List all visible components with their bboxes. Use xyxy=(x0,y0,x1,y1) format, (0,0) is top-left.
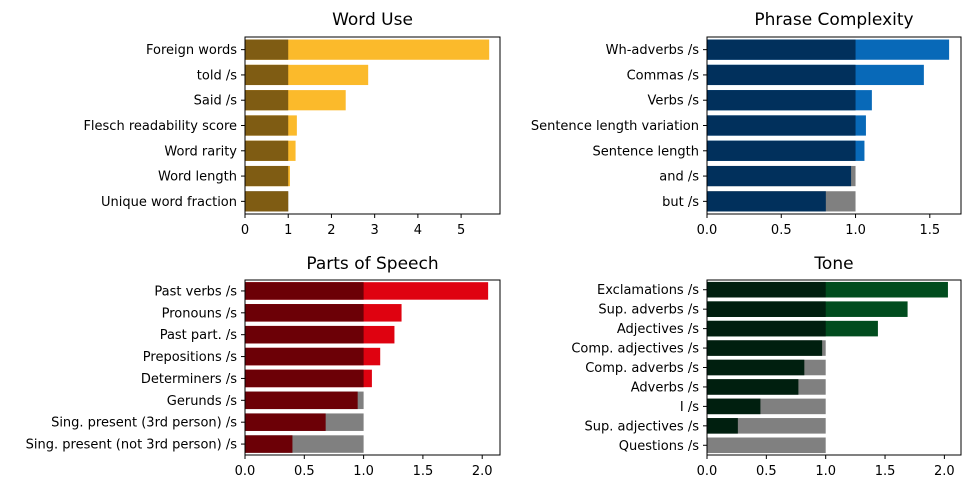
chart-title: Phrase Complexity xyxy=(754,10,913,30)
y-tick-label: I /s xyxy=(680,400,699,415)
bar-baseline xyxy=(707,301,826,317)
x-tick-label: 0 xyxy=(241,223,249,238)
y-tick-label: Gerunds /s xyxy=(167,394,237,409)
plot-frame xyxy=(706,36,962,215)
y-tick-label: told /s xyxy=(197,68,237,83)
y-tick-label: Sing. present (not 3rd person) /s xyxy=(26,438,238,453)
y-tick-label: Word rarity xyxy=(164,144,237,159)
bar-baseline xyxy=(707,90,856,111)
chart-title: Parts of Speech xyxy=(306,254,438,274)
x-tick-label: 4 xyxy=(414,223,422,238)
x-tick-label: 1.5 xyxy=(413,464,434,479)
x-tick-label: 0.5 xyxy=(756,464,777,479)
x-tick-label: 1.5 xyxy=(875,464,896,479)
bar-value xyxy=(245,435,293,453)
y-tick-label: Past part. /s xyxy=(160,328,238,343)
x-tick-label: 2.0 xyxy=(934,464,955,479)
y-tick-label: Past verbs /s xyxy=(154,284,237,299)
x-tick-label: 2 xyxy=(327,223,335,238)
x-tick-label: 0.0 xyxy=(697,223,718,238)
bar-baseline xyxy=(245,90,289,111)
y-tick-label: Adjectives /s xyxy=(617,322,699,337)
bar-value xyxy=(707,398,761,415)
bar-baseline xyxy=(707,320,826,337)
bar-baseline-remainder xyxy=(707,437,826,454)
x-tick-label: 0.5 xyxy=(771,223,792,238)
bar-baseline xyxy=(707,64,856,86)
y-tick-label: Said /s xyxy=(194,94,238,109)
bar-above-baseline xyxy=(245,39,490,60)
plot-frame xyxy=(706,279,962,456)
y-tick-label: Prepositions /s xyxy=(143,350,237,365)
y-tick-label: Adverbs /s xyxy=(631,380,699,395)
y-tick-label: Unique word fraction xyxy=(101,195,237,210)
x-tick-label: 0.5 xyxy=(294,464,315,479)
y-tick-label: Word length xyxy=(158,170,237,185)
x-tick-label: 0.0 xyxy=(235,464,256,479)
bar-value xyxy=(707,359,805,376)
y-tick-label: and /s xyxy=(659,170,699,185)
bar-value xyxy=(707,165,852,187)
x-tick-label: 1.0 xyxy=(845,223,866,238)
x-tick-label: 1 xyxy=(284,223,292,238)
y-tick-label: Sup. adverbs /s xyxy=(598,303,699,318)
bar-value xyxy=(245,191,289,212)
y-tick-label: Flesch readability score xyxy=(83,119,237,134)
x-tick-label: 3 xyxy=(371,223,379,238)
x-tick-label: 1.0 xyxy=(353,464,374,479)
y-tick-label: Foreign words xyxy=(146,43,237,58)
bar-baseline xyxy=(707,281,826,298)
x-tick-label: 2.0 xyxy=(472,464,493,479)
bar-baseline xyxy=(245,282,364,300)
bar-value xyxy=(707,418,738,434)
y-tick-label: Determiners /s xyxy=(141,372,237,387)
plot-frame xyxy=(244,36,501,215)
y-tick-label: Sing. present (3rd person) /s xyxy=(51,416,237,431)
plot-frame xyxy=(244,279,501,456)
y-tick-label: Wh-adverbs /s xyxy=(606,43,700,58)
y-tick-label: Exclamations /s xyxy=(597,283,699,298)
bar-value xyxy=(707,191,826,212)
bar-value xyxy=(707,340,823,356)
bar-value xyxy=(245,391,358,410)
chart-title: Tone xyxy=(813,254,853,274)
x-tick-label: 5 xyxy=(457,223,465,238)
bar-baseline xyxy=(707,39,856,60)
bar-baseline xyxy=(245,369,364,388)
bar-baseline xyxy=(245,165,289,187)
y-tick-label: Commas /s xyxy=(627,68,700,83)
y-tick-label: Pronouns /s xyxy=(162,306,238,321)
x-tick-label: 0.0 xyxy=(697,464,718,479)
x-tick-label: 1.0 xyxy=(815,464,836,479)
bar-value xyxy=(707,379,799,395)
bar-baseline xyxy=(707,140,856,161)
bar-baseline xyxy=(245,115,289,136)
y-tick-label: Comp. adverbs /s xyxy=(585,361,699,376)
bar-baseline xyxy=(707,115,856,136)
y-tick-label: but /s xyxy=(662,195,699,210)
chart-title: Word Use xyxy=(332,10,413,30)
x-tick-label: 1.5 xyxy=(919,223,940,238)
y-tick-label: Comp. adjectives /s xyxy=(571,342,699,357)
y-tick-label: Verbs /s xyxy=(647,94,699,109)
bar-value xyxy=(245,413,326,431)
bar-baseline xyxy=(245,304,364,322)
bar-baseline xyxy=(245,140,289,161)
y-tick-label: Sup. adjectives /s xyxy=(585,419,700,434)
y-tick-label: Questions /s xyxy=(619,439,699,454)
bar-baseline xyxy=(245,347,364,366)
bar-baseline xyxy=(245,64,289,86)
y-tick-label: Sentence length variation xyxy=(531,119,699,134)
bar-baseline xyxy=(245,39,289,60)
y-tick-label: Sentence length xyxy=(592,144,699,159)
bar-baseline xyxy=(245,325,364,344)
